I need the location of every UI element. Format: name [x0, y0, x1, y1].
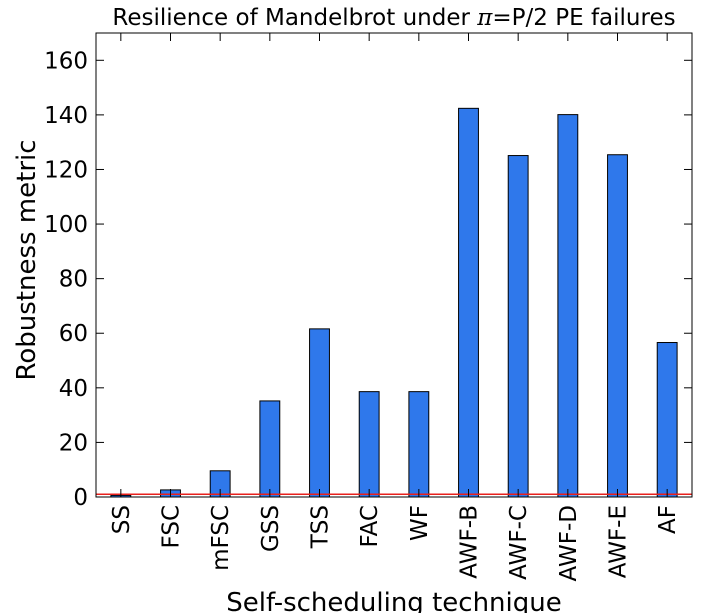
y-tick-label: 40: [59, 376, 88, 402]
chart-title-suffix: =P/2 PE failures: [492, 5, 675, 31]
x-tick-label-awf-d: AWF-D: [556, 505, 582, 581]
bar-fac: [358, 391, 380, 498]
bar-awf-c: [507, 155, 529, 498]
x-tick-label-fsc: FSC: [159, 505, 185, 548]
bar-awf-b: [458, 107, 479, 498]
plot-frame: [95, 32, 693, 498]
bar-wf: [408, 391, 430, 498]
x-tick-label-ss: SS: [109, 505, 135, 534]
y-tick-label: 160: [44, 48, 88, 74]
bar-awf-e: [607, 154, 628, 498]
chart-title-prefix: Resilience of Mandelbrot under: [112, 5, 477, 31]
x-tick-label-awf-c: AWF-C: [506, 505, 532, 580]
bar-gss: [259, 400, 281, 498]
bar-awf-d: [557, 114, 579, 498]
x-tick-label-af: AF: [655, 505, 681, 534]
chart-title: Resilience of Mandelbrot under π=P/2 PE …: [112, 5, 675, 31]
x-tick-label-gss: GSS: [258, 505, 284, 552]
y-tick-label: 20: [59, 430, 88, 456]
x-tick-label-awf-e: AWF-E: [606, 505, 632, 578]
bar-af: [656, 342, 678, 498]
x-axis-label: Self-scheduling technique: [226, 588, 561, 613]
x-tick-label-wf: WF: [407, 505, 433, 541]
y-tick-label: 0: [73, 485, 88, 511]
y-tick-label: 120: [44, 157, 88, 183]
x-tick-label-tss: TSS: [308, 505, 334, 549]
y-tick-label: 60: [59, 321, 88, 347]
y-axis-label: Robustness metric: [12, 139, 42, 380]
chart-title-symbol: π: [476, 5, 493, 31]
y-tick-label: 100: [44, 212, 88, 238]
bar-tss: [309, 328, 330, 498]
plot-area: 0 20 40 60 80 100 120 140 160 SS FSC mFSC GSS TSS FAC W…: [44, 32, 693, 581]
x-tick-label-fac: FAC: [357, 505, 383, 548]
y-tick-label: 80: [59, 267, 88, 293]
y-tick-label: 140: [44, 103, 88, 129]
x-tick-label-mfsc: mFSC: [208, 505, 234, 571]
x-tick-label-awf-b: AWF-B: [457, 505, 483, 579]
